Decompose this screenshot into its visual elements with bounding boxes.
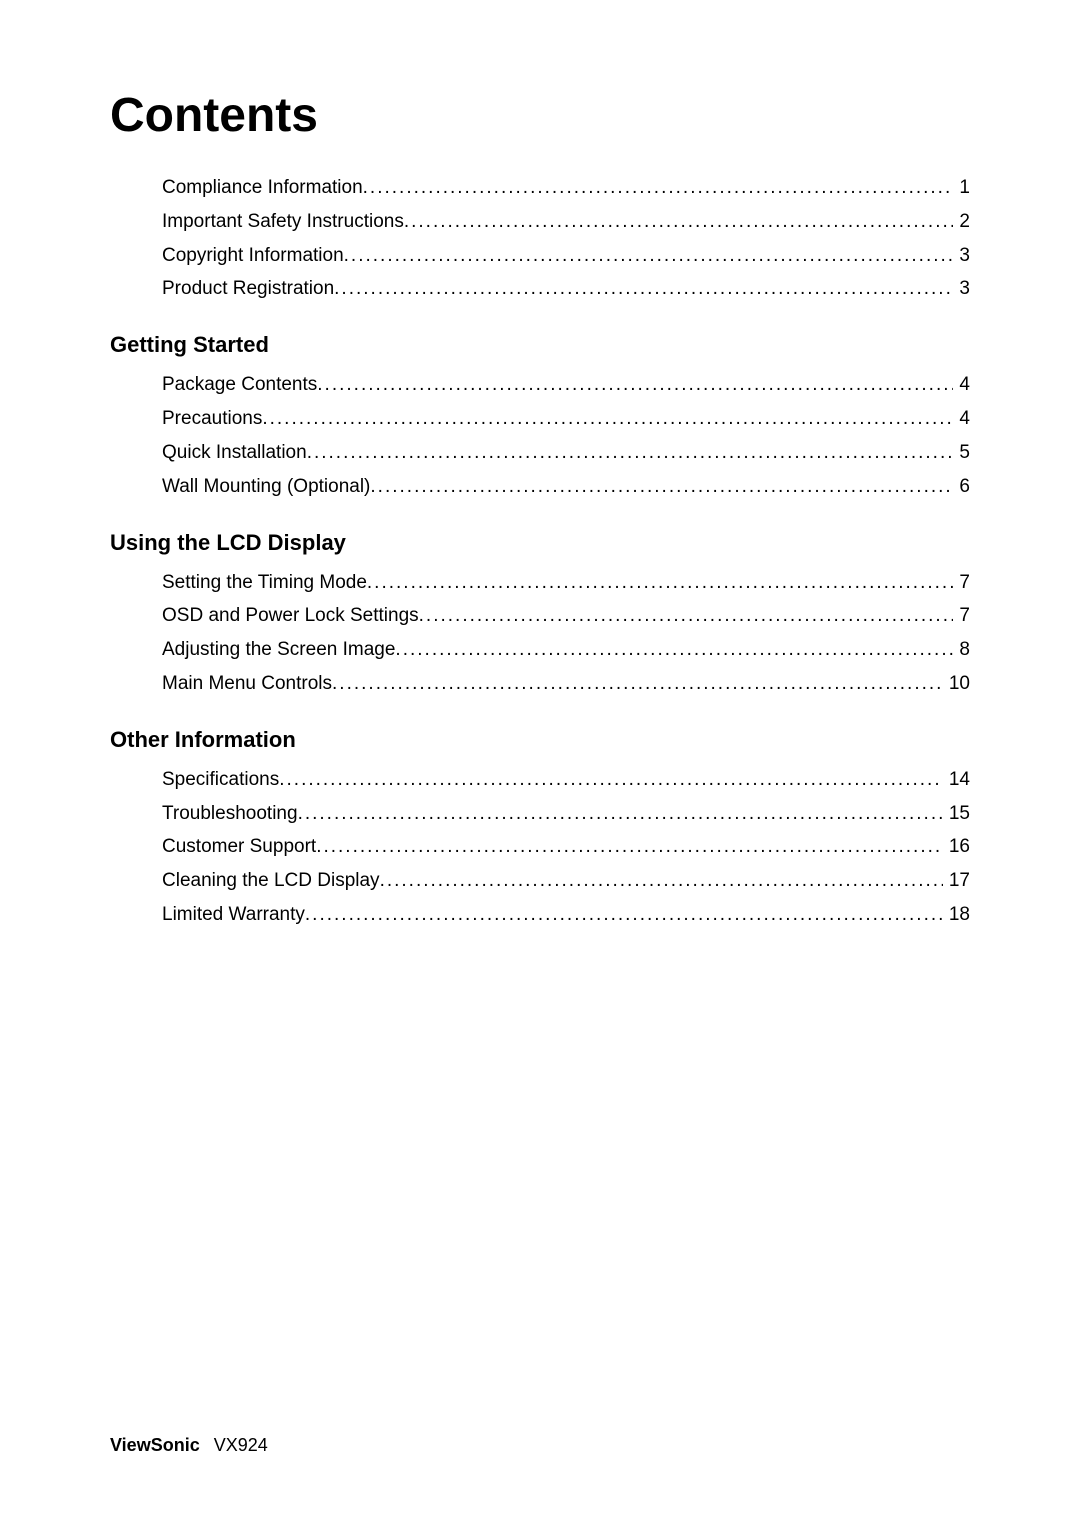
toc-label: Compliance Information <box>162 171 363 205</box>
footer-brand: ViewSonic <box>110 1435 200 1455</box>
toc-leader <box>305 898 943 932</box>
toc-page: 6 <box>953 470 970 504</box>
toc-leader <box>317 368 953 402</box>
toc-row: Specifications 14 <box>162 763 970 797</box>
toc-label: Main Menu Controls <box>162 667 332 701</box>
toc-page: 3 <box>953 239 970 273</box>
toc-page: 4 <box>953 402 970 436</box>
toc-leader <box>363 171 954 205</box>
footer: ViewSonicVX924 <box>110 1435 268 1456</box>
toc-page: 14 <box>943 763 970 797</box>
toc-row: Compliance Information 1 <box>162 171 970 205</box>
toc-label: Setting the Timing Mode <box>162 566 367 600</box>
toc-label: Limited Warranty <box>162 898 305 932</box>
toc-leader <box>262 402 953 436</box>
toc-row: Cleaning the LCD Display 17 <box>162 864 970 898</box>
toc-leader <box>316 830 943 864</box>
toc-page: 18 <box>943 898 970 932</box>
section-heading-using-lcd-display: Using the LCD Display <box>110 530 970 556</box>
toc-group-getting-started: Package Contents 4 Precautions 4 Quick I… <box>110 368 970 503</box>
toc-label: Precautions <box>162 402 262 436</box>
toc-row: Limited Warranty 18 <box>162 898 970 932</box>
toc-page: 2 <box>953 205 970 239</box>
toc-page: 15 <box>943 797 970 831</box>
footer-model: VX924 <box>200 1435 268 1455</box>
page-title: Contents <box>110 88 970 143</box>
toc-label: Specifications <box>162 763 279 797</box>
toc-leader <box>367 566 954 600</box>
toc-label: Cleaning the LCD Display <box>162 864 380 898</box>
toc-row: Troubleshooting 15 <box>162 797 970 831</box>
toc-row: Product Registration 3 <box>162 272 970 306</box>
toc-leader <box>380 864 943 898</box>
toc-row: Wall Mounting (Optional) 6 <box>162 470 970 504</box>
toc-page: 8 <box>953 633 970 667</box>
toc-page: 7 <box>953 599 970 633</box>
toc-label: Adjusting the Screen Image <box>162 633 395 667</box>
toc-page: 17 <box>943 864 970 898</box>
toc-leader <box>298 797 943 831</box>
toc-label: Important Safety Instructions <box>162 205 404 239</box>
toc-row: OSD and Power Lock Settings 7 <box>162 599 970 633</box>
toc-row: Copyright Information 3 <box>162 239 970 273</box>
toc-leader <box>370 470 953 504</box>
toc-page: 1 <box>953 171 970 205</box>
toc-label: Package Contents <box>162 368 317 402</box>
toc-row: Quick Installation 5 <box>162 436 970 470</box>
toc-label: OSD and Power Lock Settings <box>162 599 419 633</box>
toc-leader <box>307 436 954 470</box>
toc-label: Troubleshooting <box>162 797 298 831</box>
toc-page: 7 <box>953 566 970 600</box>
toc-label: Customer Support <box>162 830 316 864</box>
toc-leader <box>332 667 943 701</box>
toc-page: 5 <box>953 436 970 470</box>
toc-page: 10 <box>943 667 970 701</box>
toc-label: Product Registration <box>162 272 334 306</box>
toc-page: 16 <box>943 830 970 864</box>
toc-row: Important Safety Instructions 2 <box>162 205 970 239</box>
toc-row: Setting the Timing Mode 7 <box>162 566 970 600</box>
section-heading-other-information: Other Information <box>110 727 970 753</box>
toc-label: Copyright Information <box>162 239 344 273</box>
toc-label: Quick Installation <box>162 436 307 470</box>
toc-page: 4 <box>953 368 970 402</box>
toc-leader <box>279 763 943 797</box>
toc-intro-group: Compliance Information 1 Important Safet… <box>110 171 970 306</box>
toc-leader <box>404 205 954 239</box>
toc-leader <box>344 239 954 273</box>
toc-group-other-information: Specifications 14 Troubleshooting 15 Cus… <box>110 763 970 932</box>
toc-label: Wall Mounting (Optional) <box>162 470 370 504</box>
toc-group-using-lcd-display: Setting the Timing Mode 7 OSD and Power … <box>110 566 970 701</box>
toc-leader <box>419 599 954 633</box>
section-heading-getting-started: Getting Started <box>110 332 970 358</box>
toc-row: Customer Support 16 <box>162 830 970 864</box>
toc-leader <box>334 272 953 306</box>
toc-row: Precautions 4 <box>162 402 970 436</box>
toc-row: Main Menu Controls 10 <box>162 667 970 701</box>
toc-row: Adjusting the Screen Image 8 <box>162 633 970 667</box>
toc-page: 3 <box>953 272 970 306</box>
toc-leader <box>395 633 953 667</box>
page: Contents Compliance Information 1 Import… <box>0 0 1080 1528</box>
toc-row: Package Contents 4 <box>162 368 970 402</box>
